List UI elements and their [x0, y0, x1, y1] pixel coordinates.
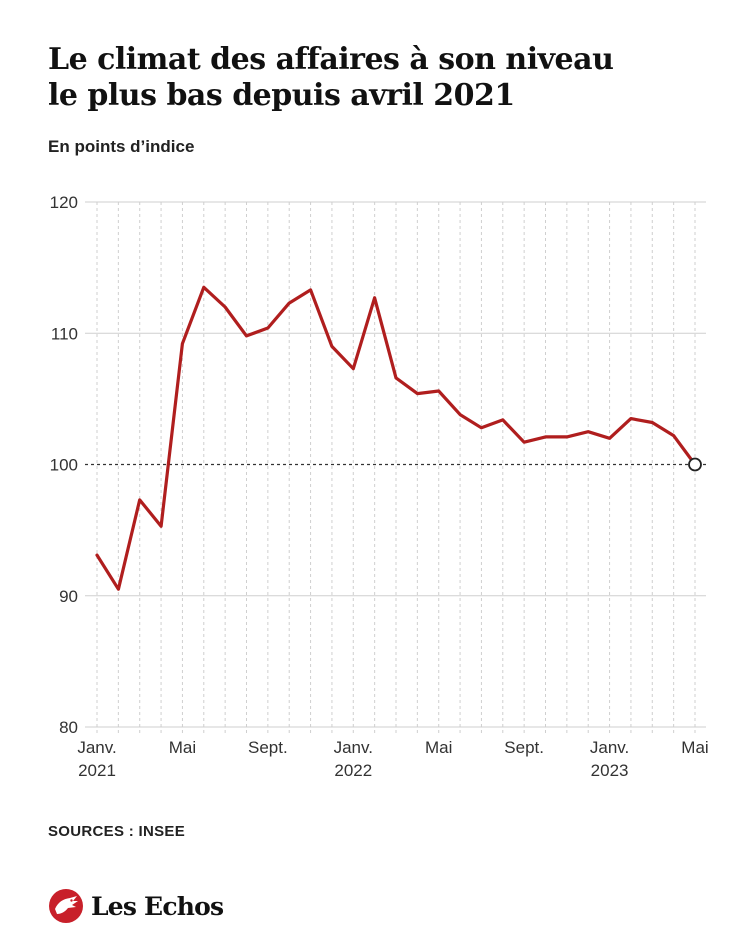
chart-title-line-2: le plus bas depuis avril 2021 [48, 78, 515, 113]
x-tick-label: Sept. [248, 738, 288, 757]
les-echos-emblem-icon [49, 889, 83, 923]
y-tick-label: 120 [50, 193, 78, 212]
x-tick-label: Mai [425, 738, 452, 757]
les-echos-logo: Les Echos [48, 888, 224, 924]
x-tick-label: Mai [169, 738, 196, 757]
chart-title: Le climat des affaires à son niveau le p… [48, 42, 708, 114]
x-axis-tick-labels: Janv. 2021 Mai Sept. Janv. 2022 Mai Sept. Janv. 2… [77, 738, 708, 780]
y-tick-label: 80 [59, 718, 78, 737]
x-tick-year-label: 2021 [78, 761, 116, 780]
x-tick-label: Janv. [590, 738, 629, 757]
source-note: SOURCES : INSEE [48, 823, 186, 840]
last-point-marker [688, 457, 702, 472]
logo-wordmark: Les Echos [91, 891, 224, 921]
x-tick-label: Mai [681, 738, 708, 757]
series-line [95, 285, 697, 591]
vertical-gridlines [96, 202, 696, 733]
chart-subtitle: En points d’indice [48, 137, 195, 156]
x-tick-label: Janv. [334, 738, 373, 757]
x-tick-label: Janv. [77, 738, 116, 757]
y-axis-tick-labels: 80 90 100 110 120 [50, 193, 78, 737]
y-tick-label: 100 [50, 456, 78, 475]
chart-title-line-1: Le climat des affaires à son niveau [48, 42, 614, 77]
y-tick-label: 110 [51, 324, 78, 343]
series-group [95, 285, 702, 591]
x-tick-year-label: 2022 [334, 761, 372, 780]
line-chart: 80 90 100 110 120 Janv. 2021 Mai Sept. Janv. 2022… [50, 193, 709, 780]
x-tick-label: Sept. [504, 738, 544, 757]
horizontal-gridlines [85, 201, 706, 728]
x-tick-year-label: 2023 [591, 761, 629, 780]
y-tick-label: 90 [59, 587, 78, 606]
